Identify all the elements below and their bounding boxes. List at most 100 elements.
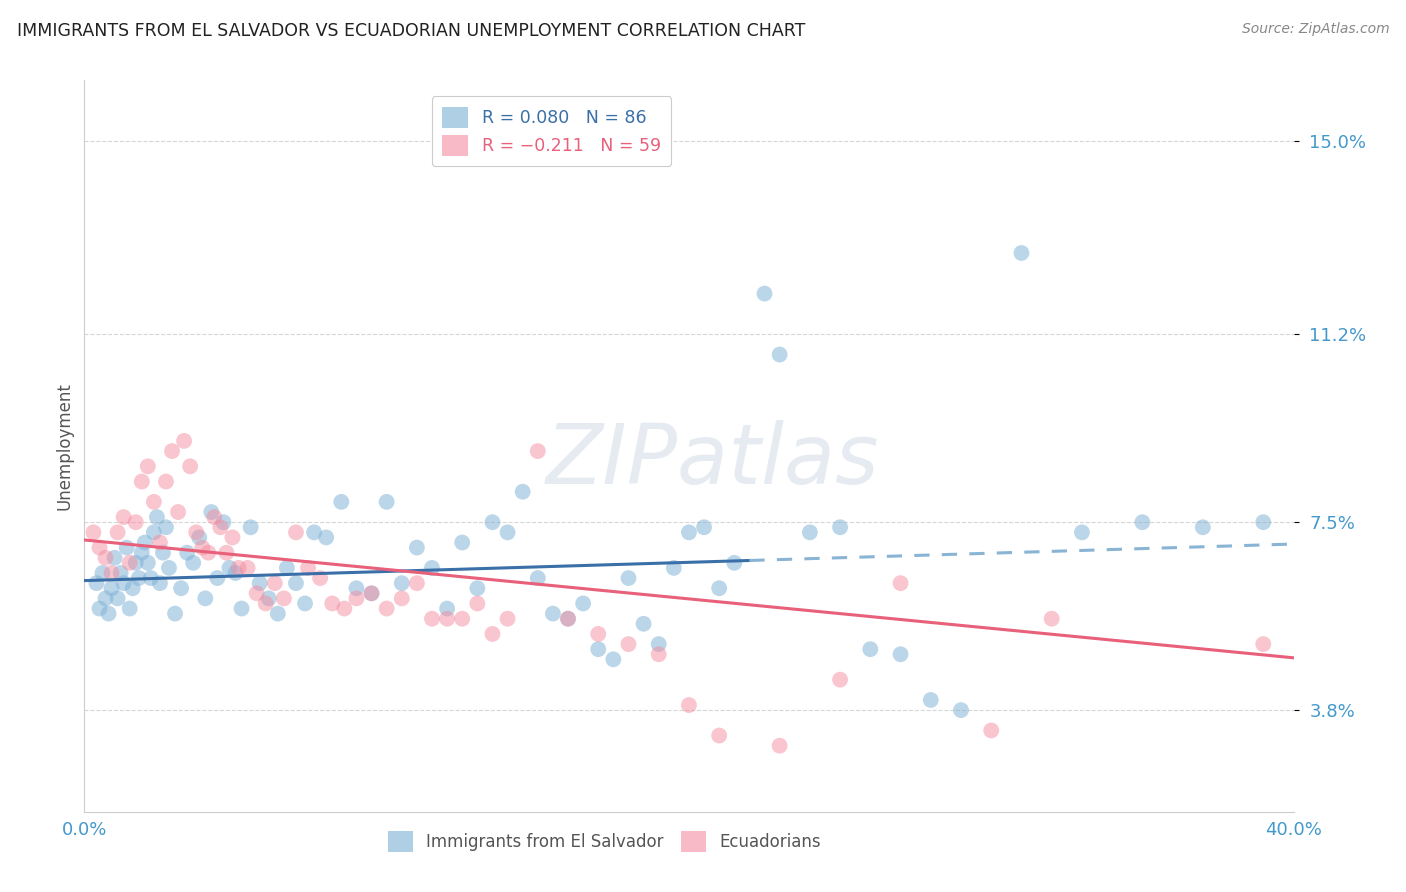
Point	[1130, 515, 1153, 529]
Point	[131, 475, 153, 489]
Point	[830, 520, 852, 534]
Point	[125, 515, 148, 529]
Point	[920, 693, 942, 707]
Point	[194, 591, 217, 606]
Point	[197, 546, 219, 560]
Point	[406, 541, 429, 555]
Point	[648, 647, 671, 661]
Point	[134, 535, 156, 549]
Point	[527, 571, 550, 585]
Point	[121, 581, 143, 595]
Point	[1011, 246, 1033, 260]
Point	[146, 510, 169, 524]
Point	[246, 586, 269, 600]
Point	[131, 546, 153, 560]
Point	[950, 703, 973, 717]
Point	[91, 566, 114, 580]
Point	[218, 561, 240, 575]
Point	[165, 607, 187, 621]
Point	[890, 647, 912, 661]
Point	[496, 525, 519, 540]
Point	[294, 597, 316, 611]
Point	[181, 556, 204, 570]
Point	[94, 591, 117, 606]
Point	[149, 535, 172, 549]
Point	[1192, 520, 1215, 534]
Point	[1253, 515, 1275, 529]
Point	[209, 520, 232, 534]
Point	[207, 571, 229, 585]
Point	[330, 495, 353, 509]
Point	[155, 520, 177, 534]
Point	[346, 591, 368, 606]
Point	[309, 571, 332, 585]
Point	[285, 525, 308, 540]
Point	[173, 434, 195, 448]
Point	[82, 525, 104, 540]
Point	[709, 581, 731, 595]
Point	[481, 627, 503, 641]
Point	[769, 348, 792, 362]
Point	[302, 525, 325, 540]
Point	[541, 607, 564, 621]
Point	[104, 550, 127, 565]
Point	[436, 612, 458, 626]
Point	[1040, 612, 1063, 626]
Point	[221, 530, 243, 544]
Point	[496, 612, 519, 626]
Point	[118, 556, 141, 570]
Point	[588, 642, 610, 657]
Point	[572, 597, 595, 611]
Point	[125, 556, 148, 570]
Point	[481, 515, 503, 529]
Point	[100, 581, 122, 595]
Point	[142, 525, 165, 540]
Point	[451, 535, 474, 549]
Point	[263, 576, 285, 591]
Point	[136, 459, 159, 474]
Point	[769, 739, 792, 753]
Point	[321, 597, 343, 611]
Point	[890, 576, 912, 591]
Point	[149, 576, 172, 591]
Point	[94, 550, 117, 565]
Y-axis label: Unemployment: Unemployment	[55, 382, 73, 510]
Point	[239, 520, 262, 534]
Point	[257, 591, 280, 606]
Point	[617, 637, 640, 651]
Point	[1253, 637, 1275, 651]
Point	[723, 556, 745, 570]
Point	[557, 612, 579, 626]
Point	[662, 561, 685, 575]
Point	[333, 601, 356, 615]
Point	[678, 525, 700, 540]
Point	[588, 627, 610, 641]
Point	[112, 510, 135, 524]
Point	[170, 581, 193, 595]
Point	[346, 581, 368, 595]
Point	[830, 673, 852, 687]
Point	[179, 459, 201, 474]
Point	[273, 591, 295, 606]
Point	[236, 561, 259, 575]
Point	[1071, 525, 1094, 540]
Point	[360, 586, 382, 600]
Point	[202, 510, 225, 524]
Point	[212, 515, 235, 529]
Point	[110, 566, 132, 580]
Point	[231, 601, 253, 615]
Point	[118, 601, 141, 615]
Point	[115, 541, 138, 555]
Point	[420, 561, 443, 575]
Point	[191, 541, 214, 555]
Point	[155, 475, 177, 489]
Point	[512, 484, 534, 499]
Point	[152, 546, 174, 560]
Point	[799, 525, 821, 540]
Point	[391, 576, 413, 591]
Text: Source: ZipAtlas.com: Source: ZipAtlas.com	[1241, 22, 1389, 37]
Point	[186, 525, 208, 540]
Point	[160, 444, 183, 458]
Point	[633, 616, 655, 631]
Point	[617, 571, 640, 585]
